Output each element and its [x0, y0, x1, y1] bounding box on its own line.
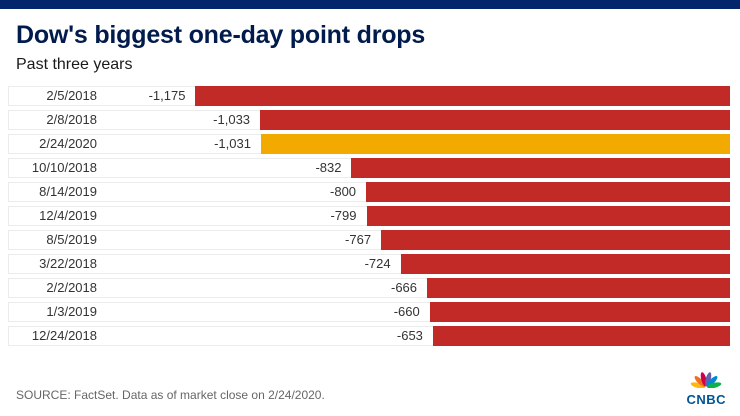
- chart-row: 8/5/2019 -767: [8, 230, 730, 250]
- top-accent-bar: [0, 0, 740, 9]
- chart-row: 2/8/2018 -1,033: [8, 110, 730, 130]
- chart-row: 2/5/2018 -1,175: [8, 86, 730, 106]
- category-label: 8/14/2019: [39, 184, 97, 199]
- page-title: Dow's biggest one-day point drops: [16, 21, 426, 49]
- chart-row: 1/3/2019 -660: [8, 302, 730, 322]
- bar: [351, 158, 730, 178]
- category-label: 12/4/2019: [39, 208, 97, 223]
- bar-track: -1,175: [111, 86, 730, 106]
- bar: [366, 206, 730, 226]
- chart-row: 12/4/2019 -799: [8, 206, 730, 226]
- bar-track: -660: [111, 302, 730, 322]
- bar: [432, 326, 730, 346]
- bar: [427, 278, 730, 298]
- value-label: -660: [393, 304, 420, 319]
- bar-track: -767: [111, 230, 730, 250]
- value-label: -1,175: [148, 88, 186, 103]
- value-label: -800: [330, 184, 357, 199]
- category-label: 8/5/2019: [46, 232, 97, 247]
- bar-chart: 2/5/2018 -1,175 2/8/2018 -1,033 2/24/2020 -1,…: [8, 86, 730, 346]
- bar-track: -799: [111, 206, 730, 226]
- source-note: SOURCE: FactSet. Data as of market close…: [16, 388, 325, 402]
- value-label: -1,033: [213, 112, 251, 127]
- category-label: 2/5/2018: [46, 88, 97, 103]
- cnbc-wordmark: CNBC: [686, 392, 726, 407]
- value-label: -799: [330, 208, 357, 223]
- category-label: 3/22/2018: [39, 256, 97, 271]
- category-label: 12/24/2018: [31, 328, 97, 343]
- value-label: -724: [364, 256, 391, 271]
- footer: SOURCE: FactSet. Data as of market close…: [0, 365, 740, 416]
- bar-track: -666: [111, 278, 730, 298]
- bar: [366, 182, 730, 202]
- bar-highlighted: [260, 134, 730, 154]
- category-label: 2/24/2020: [39, 136, 97, 151]
- bar-track: -1,031: [111, 134, 730, 154]
- bar: [260, 110, 730, 130]
- cnbc-logo: CNBC: [686, 365, 726, 406]
- bar-track: -832: [111, 158, 730, 178]
- chart-row: 12/24/2018 -653: [8, 326, 730, 346]
- chart-row: 3/22/2018 -724: [8, 254, 730, 274]
- value-label: -767: [345, 232, 372, 247]
- chart-row: 8/14/2019 -800: [8, 182, 730, 202]
- bar-track: -724: [111, 254, 730, 274]
- peacock-icon: [689, 365, 723, 392]
- bar: [195, 86, 730, 106]
- value-label: -1,031: [214, 136, 251, 151]
- bar: [400, 254, 730, 274]
- category-label: 2/2/2018: [46, 280, 97, 295]
- category-label: 10/10/2018: [31, 160, 97, 175]
- value-label: -832: [315, 160, 342, 175]
- value-label: -666: [390, 280, 418, 295]
- value-label: -653: [396, 328, 423, 343]
- peacock-feathers: [690, 372, 722, 389]
- page-subtitle: Past three years: [16, 56, 133, 73]
- chart-row: 2/2/2018 -666: [8, 278, 730, 298]
- chart-row: 2/24/2020 -1,031: [8, 134, 730, 154]
- bar: [381, 230, 730, 250]
- category-label: 2/8/2018: [46, 112, 97, 127]
- bar-track: -1,033: [111, 110, 730, 130]
- chart-header: Dow's biggest one-day point drops Past t…: [0, 9, 740, 74]
- bar-track: -653: [111, 326, 730, 346]
- chart-row: 10/10/2018 -832: [8, 158, 730, 178]
- bar-track: -800: [111, 182, 730, 202]
- category-label: 1/3/2019: [46, 304, 97, 319]
- bar: [429, 302, 730, 322]
